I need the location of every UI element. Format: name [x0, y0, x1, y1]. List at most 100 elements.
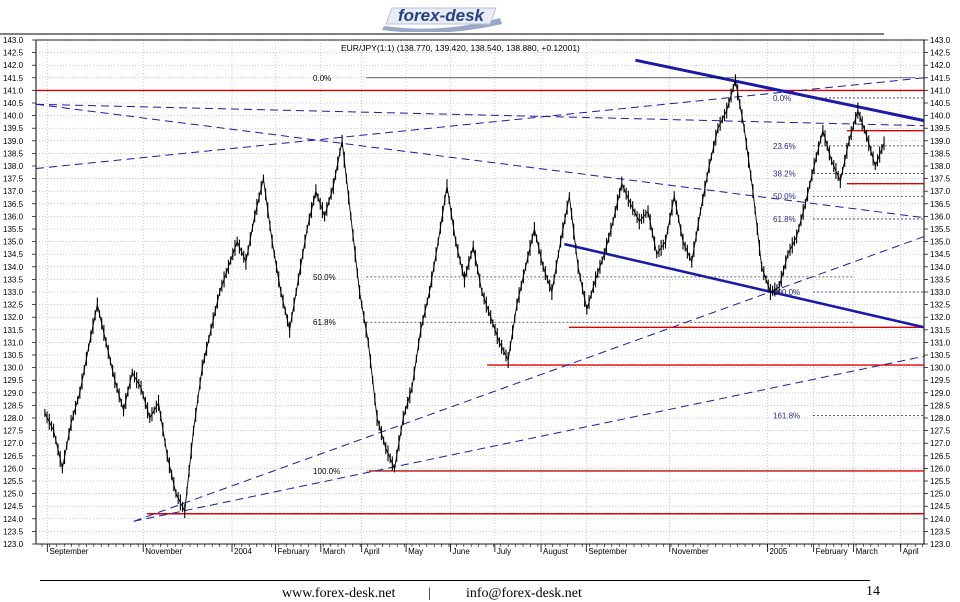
y-tick-label-left: 125.5 — [3, 477, 24, 486]
x-tick-label: February — [816, 547, 848, 556]
y-tick-label-right: 126.5 — [930, 452, 951, 461]
x-tick-label: February — [278, 547, 310, 556]
y-tick-label-right: 125.0 — [930, 490, 951, 499]
y-tick-label-left: 129.0 — [3, 389, 24, 398]
y-tick-label-left: 127.0 — [3, 439, 24, 448]
footer-rule — [40, 580, 870, 581]
y-tick-label-right: 143.0 — [930, 36, 951, 45]
y-tick-label-right: 141.0 — [930, 86, 951, 95]
y-tick-label-left: 128.0 — [3, 414, 24, 423]
y-tick-label-right: 136.5 — [930, 200, 951, 209]
fib-left-label: 0.0% — [313, 74, 331, 83]
logo-swoosh — [382, 7, 502, 33]
dashed-trend-line — [35, 103, 925, 219]
x-tick-label: 2004 — [234, 547, 252, 556]
y-tick-label-left: 138.0 — [3, 162, 24, 171]
x-tick-label: May — [408, 547, 423, 556]
y-tick-label-right: 130.5 — [930, 351, 951, 360]
y-tick-label-right: 133.0 — [930, 288, 951, 297]
y-tick-label-right: 131.0 — [930, 338, 951, 347]
x-tick-label: November — [672, 547, 709, 556]
y-tick-label-left: 133.5 — [3, 275, 24, 284]
y-tick-label-left: 128.5 — [3, 401, 24, 410]
y-tick-label-left: 126.0 — [3, 464, 24, 473]
footer-website[interactable]: www.forex-desk.net — [282, 586, 396, 601]
y-tick-label-left: 123.5 — [3, 527, 24, 536]
y-tick-label-left: 127.5 — [3, 427, 24, 436]
y-tick-label-left: 140.5 — [3, 99, 24, 108]
y-tick-label-left: 142.5 — [3, 49, 24, 58]
y-tick-label-left: 132.5 — [3, 301, 24, 310]
fib-right-label: 0.0% — [773, 94, 791, 103]
y-tick-label-right: 136.0 — [930, 212, 951, 221]
y-tick-label-left: 132.0 — [3, 313, 24, 322]
y-tick-label-right: 139.5 — [930, 124, 951, 133]
fib-right-label: 23.6% — [773, 142, 796, 151]
y-tick-label-left: 134.5 — [3, 250, 24, 259]
x-tick-label: March — [856, 547, 878, 556]
fib-right-label: 161.8% — [773, 411, 800, 420]
fib-right-label: 100.0% — [773, 288, 800, 297]
x-tick-label: July — [497, 547, 511, 556]
y-tick-label-right: 140.5 — [930, 99, 951, 108]
y-tick-label-left: 136.5 — [3, 200, 24, 209]
y-tick-label-left: 140.0 — [3, 112, 24, 121]
x-tick-label: April — [364, 547, 380, 556]
y-tick-label-right: 137.5 — [930, 175, 951, 184]
y-tick-label-left: 131.5 — [3, 326, 24, 335]
y-tick-label-left: 141.0 — [3, 86, 24, 95]
y-tick-label-left: 134.0 — [3, 263, 24, 272]
y-tick-label-right: 124.5 — [930, 502, 951, 511]
y-tick-label-right: 128.5 — [930, 401, 951, 410]
fib-right-label: 61.8% — [773, 215, 796, 224]
y-tick-label-left: 133.0 — [3, 288, 24, 297]
y-tick-label-right: 133.5 — [930, 275, 951, 284]
y-tick-label-left: 125.0 — [3, 490, 24, 499]
y-tick-label-left: 137.0 — [3, 187, 24, 196]
y-tick-label-right: 142.5 — [930, 49, 951, 58]
page-number: 14 — [866, 584, 880, 599]
x-tick-label: March — [323, 547, 345, 556]
y-tick-label-left: 130.0 — [3, 364, 24, 373]
y-tick-label-left: 130.5 — [3, 351, 24, 360]
y-tick-label-left: 141.5 — [3, 74, 24, 83]
footer-separator: | — [428, 586, 431, 601]
y-tick-label-left: 123.0 — [3, 540, 24, 549]
x-tick-label: 2005 — [769, 547, 787, 556]
x-tick-label: August — [543, 547, 569, 556]
fib-right-label: 50.0% — [773, 192, 796, 201]
y-tick-label-left: 135.0 — [3, 238, 24, 247]
chart-title: EUR/JPY(1:1) (138.770, 139.420, 138.540,… — [341, 43, 580, 53]
y-tick-label-right: 135.5 — [930, 225, 951, 234]
dashed-trend-line — [35, 77, 925, 170]
y-tick-label-right: 132.0 — [930, 313, 951, 322]
y-tick-label-right: 129.0 — [930, 389, 951, 398]
y-tick-label-right: 132.5 — [930, 301, 951, 310]
y-tick-label-left: 135.5 — [3, 225, 24, 234]
y-tick-label-right: 129.5 — [930, 376, 951, 385]
y-tick-label-right: 126.0 — [930, 464, 951, 473]
y-tick-label-left: 139.0 — [3, 137, 24, 146]
channel-trend-line — [635, 58, 925, 123]
x-tick-label: June — [452, 547, 470, 556]
y-tick-label-left: 131.0 — [3, 338, 24, 347]
logo-text: forex-desk — [398, 6, 484, 25]
fib-left-label: 50.0% — [313, 273, 336, 282]
fib-left-label: 100.0% — [313, 467, 340, 476]
x-tick-label: September — [49, 547, 88, 556]
y-tick-label-left: 124.0 — [3, 515, 24, 524]
x-tick-label: April — [903, 547, 919, 556]
footer: www.forex-desk.net | info@forex-desk.net… — [0, 578, 960, 602]
y-tick-label-right: 125.5 — [930, 477, 951, 486]
y-tick-label-left: 136.0 — [3, 212, 24, 221]
footer-email[interactable]: info@forex-desk.net — [466, 586, 582, 601]
y-tick-label-right: 140.0 — [930, 112, 951, 121]
y-tick-label-right: 124.0 — [930, 515, 951, 524]
y-tick-label-right: 141.5 — [930, 74, 951, 83]
y-tick-label-left: 137.5 — [3, 175, 24, 184]
x-tick-label: November — [145, 547, 182, 556]
y-tick-label-left: 139.5 — [3, 124, 24, 133]
y-tick-label-right: 123.5 — [930, 527, 951, 536]
fib-right-label: 38.2% — [773, 170, 796, 179]
